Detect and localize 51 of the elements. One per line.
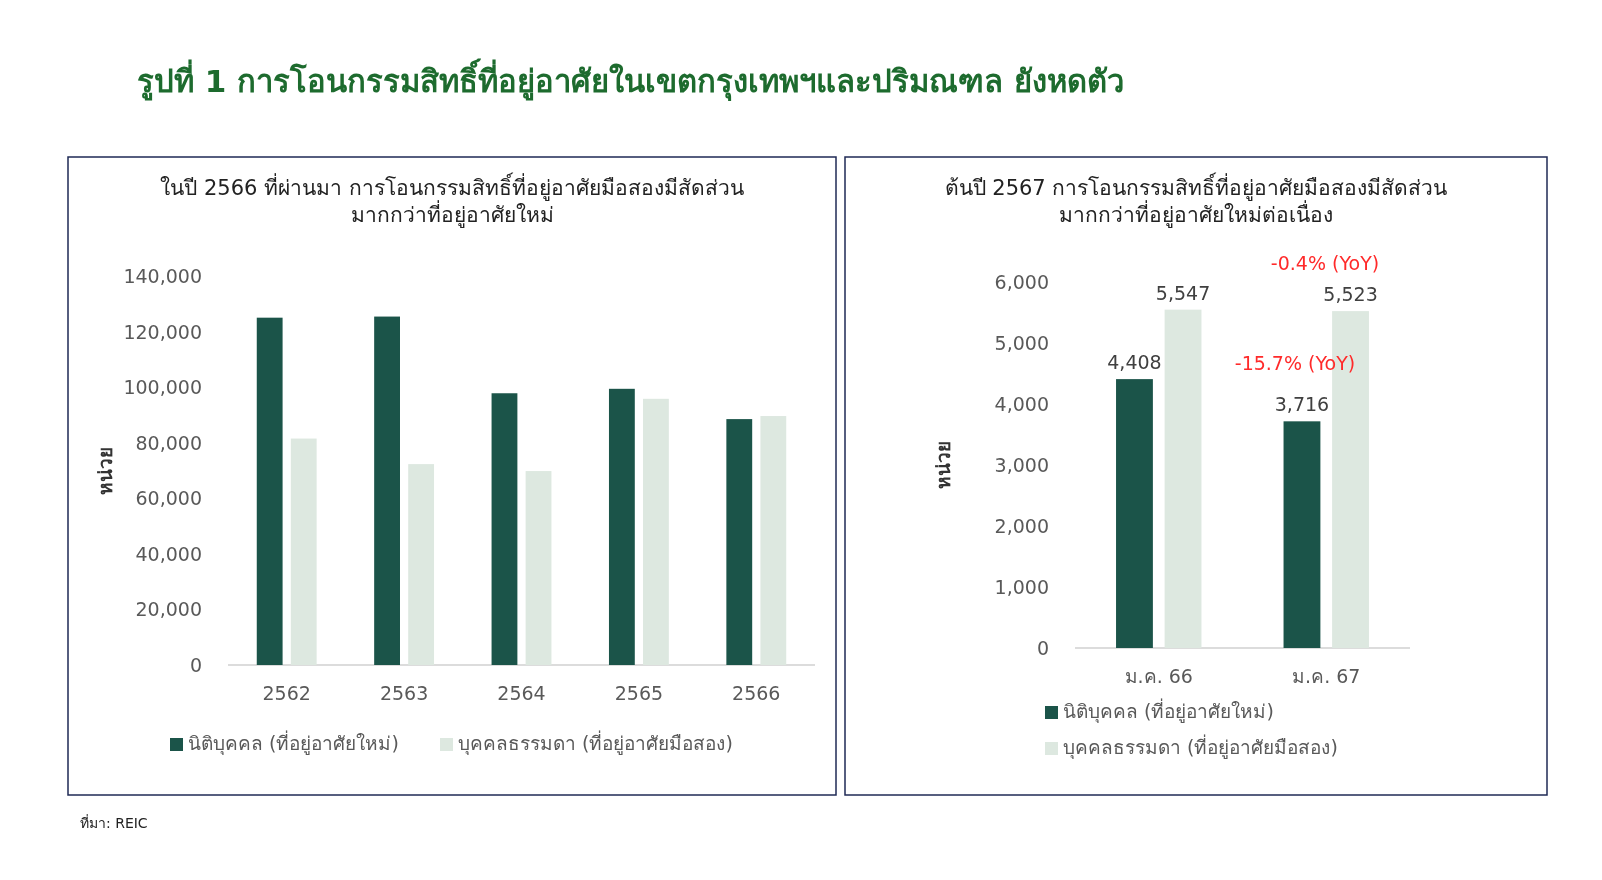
y-tick-label: 120,000 (123, 320, 202, 343)
y-tick-label: 40,000 (135, 542, 202, 565)
text: -0.4% (YoY) (1270, 252, 1380, 274)
x-tick-label: 2566 (732, 682, 781, 704)
x-tick-label: 2565 (614, 682, 664, 704)
y-tick-label: 140,000 (123, 265, 202, 287)
y-tick-label: 0 (1036, 637, 1049, 659)
bar (374, 316, 400, 665)
y-tick-label: 60,000 (135, 487, 202, 510)
bar (608, 388, 635, 665)
y-axis-title: หน่วย (94, 446, 116, 495)
bar (1116, 379, 1153, 648)
y-axis-title: หน่วย (932, 441, 954, 489)
y-tick-label: 1,000 (994, 576, 1049, 598)
bar (408, 464, 435, 665)
x-tick-label: 2563 (379, 682, 429, 704)
x-tick-label: 2562 (262, 682, 311, 704)
bar (491, 393, 518, 665)
chart-title: ในปี 2566 ที่ผ่านมา การโอนกรรมสิทธิ์ที่อยู่อาศัยมือสองมีสัดส่วน มากกว่าที่อยู่อาศัยใหม่ (160, 172, 744, 228)
bar (256, 317, 283, 665)
bar (760, 416, 787, 665)
y-tick-label: 0 (189, 654, 202, 676)
legend-label: บุคคลธรรมดา (ที่อยู่อาศัยมือสอง) (458, 730, 733, 756)
y-tick-label: 4,000 (994, 393, 1049, 415)
y-tick-label: 2,000 (994, 515, 1049, 537)
data-label: 3,716 (1274, 393, 1330, 416)
y-tick-label: 100,000 (123, 376, 202, 399)
data-label: 5,523 (1323, 283, 1378, 306)
annotation: -15.7% (YoY) (1234, 352, 1356, 374)
y-tick-label: 20,000 (135, 598, 202, 621)
x-tick-label: ม.ค. 66 (1124, 665, 1193, 687)
bar (1164, 309, 1202, 648)
chart-title: ต้นปี 2567 การโอนกรรมสิทธิ์ที่อยู่อาศัยมือสองมีสัดส่วน มากกว่าที่อยู่อาศัยใหม่ต่อเนื่อง (944, 172, 1448, 228)
y-tick-label: 80,000 (135, 431, 202, 454)
legend-label: บุคคลธรรมดา (ที่อยู่อาศัยมือสอง) (1063, 734, 1338, 760)
bar (290, 438, 317, 665)
x-tick-label: ม.ค. 67 (1292, 665, 1361, 687)
legend-label: นิติบุคคล (ที่อยู่อาศัยใหม่) (188, 730, 399, 756)
text: ที่มา: REIC (80, 814, 148, 831)
text: รูปที่ 1 การโอนกรรมสิทธิ์ที่อยู่อาศัยในเขตกรุงเทพฯและปริมณฑล ยังหดตัว (137, 58, 1124, 101)
bar (726, 419, 753, 665)
bar (525, 471, 552, 665)
data-label: 5,547 (1155, 281, 1211, 304)
legend-label: นิติบุคคล (ที่อยู่อาศัยใหม่) (1063, 698, 1274, 724)
data-label: 4,408 (1107, 351, 1162, 374)
y-tick-label: 3,000 (994, 454, 1049, 476)
y-tick-label: 5,000 (994, 332, 1049, 354)
bar (643, 398, 669, 665)
y-tick-label: 6,000 (994, 271, 1049, 293)
x-tick-label: 2564 (497, 682, 546, 704)
bar (1283, 421, 1321, 648)
